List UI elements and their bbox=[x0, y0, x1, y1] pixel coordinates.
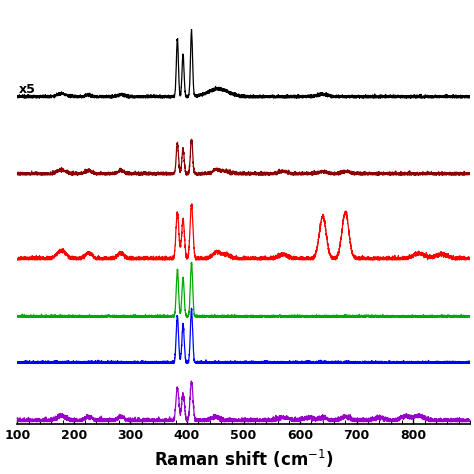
X-axis label: Raman shift (cm$^{-1}$): Raman shift (cm$^{-1}$) bbox=[154, 448, 333, 470]
Text: x5: x5 bbox=[19, 83, 36, 96]
